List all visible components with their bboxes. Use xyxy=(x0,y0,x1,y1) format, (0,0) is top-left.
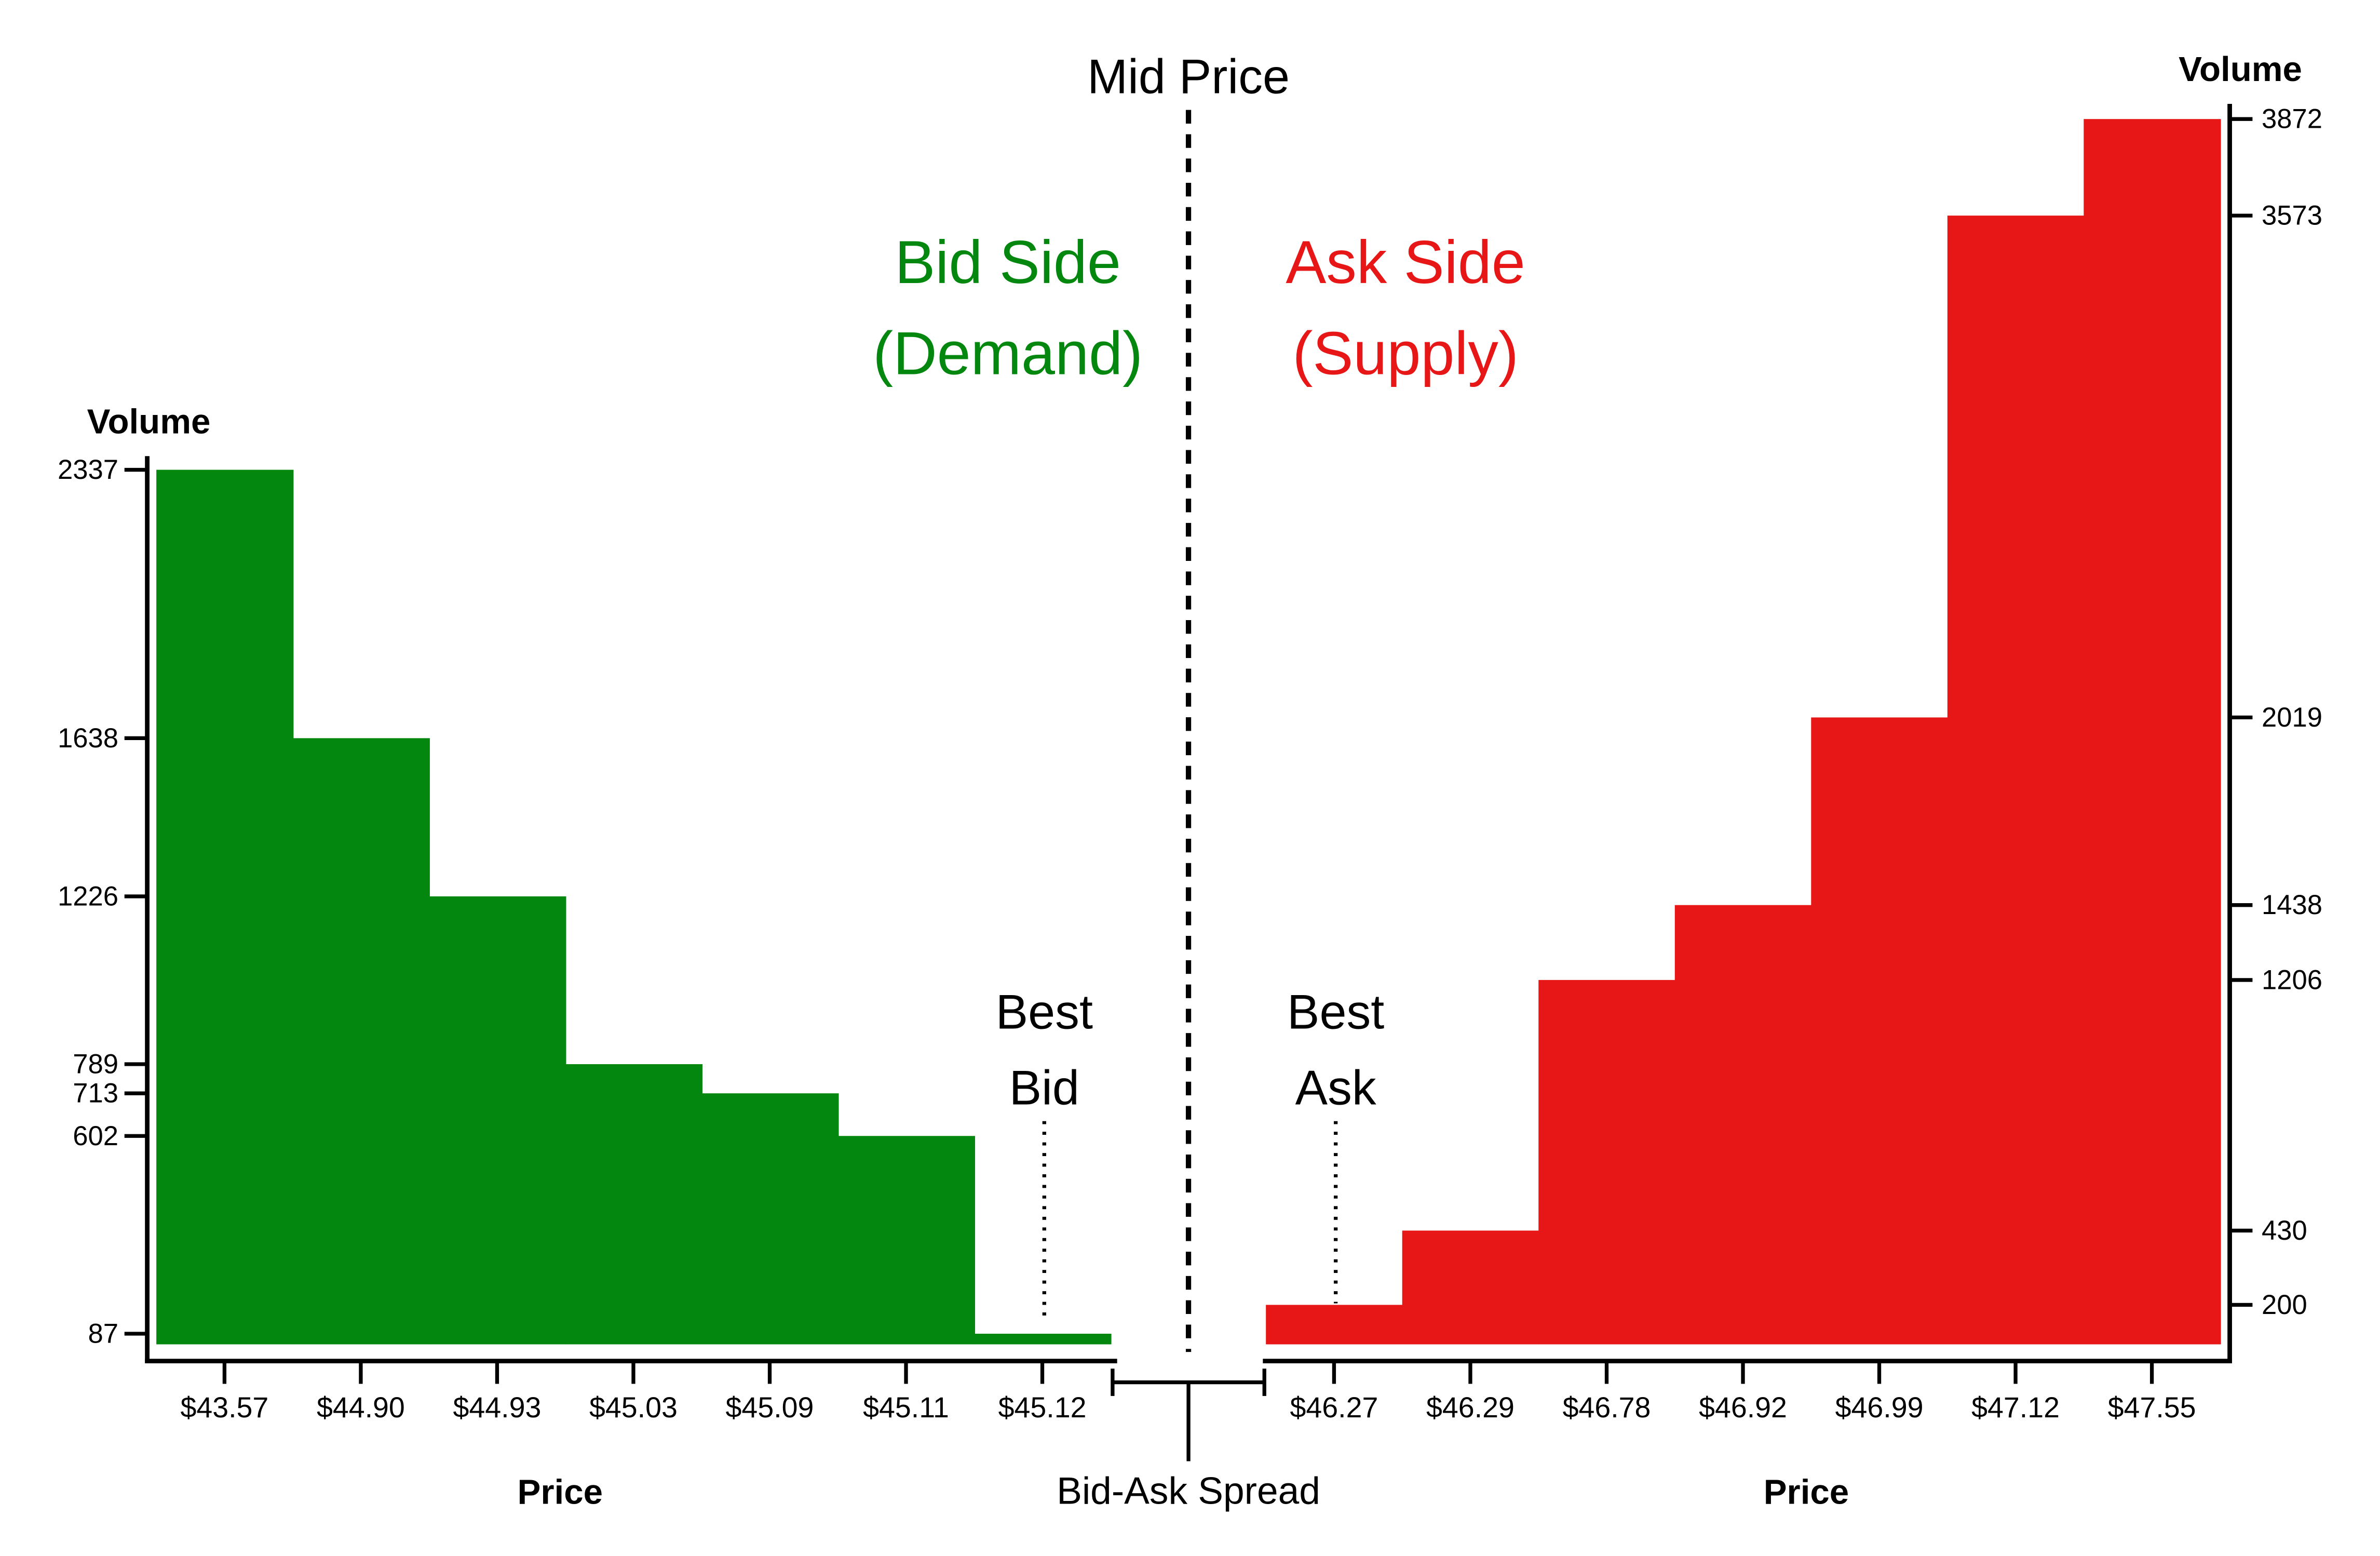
ask-bar xyxy=(1266,1305,1403,1345)
ask-y-axis-title: Volume xyxy=(2179,50,2302,89)
ask-x-ticks: $46.27 $46.29 $46.78 $46.92 $46.99 $47.12 $47.… xyxy=(1290,1361,2196,1424)
ask-bar xyxy=(2084,119,2221,1345)
ask-x-tick-label: $46.92 xyxy=(1699,1391,1787,1424)
ask-x-tick-label: $46.29 xyxy=(1426,1391,1514,1424)
best-ask-label-line2: Ask xyxy=(1295,1061,1376,1115)
ask-bar xyxy=(1674,905,1813,1345)
ask-x-tick-label: $47.55 xyxy=(2108,1391,2196,1424)
ask-bar xyxy=(1538,980,1676,1345)
ask-x-tick-label: $46.27 xyxy=(1290,1391,1378,1424)
ask-x-tick-label: $46.78 xyxy=(1563,1391,1651,1424)
bid-y-axis-title: Volume xyxy=(87,402,211,441)
bid-x-tick-label: $45.09 xyxy=(726,1391,814,1424)
ask-bar xyxy=(1947,216,2085,1345)
ask-bar xyxy=(1811,717,1949,1345)
ask-y-tick-label: 200 xyxy=(2262,1290,2307,1320)
bid-x-tick-label: $44.93 xyxy=(453,1391,542,1424)
bid-x-tick-label: $45.12 xyxy=(998,1391,1087,1424)
bid-y-tick-label: 87 xyxy=(88,1319,118,1349)
ask-side-subtitle: (Supply) xyxy=(1292,319,1518,387)
best-ask-label-line1: Best xyxy=(1287,984,1384,1039)
bid-bar xyxy=(156,470,294,1345)
ask-y-tick-label: 2019 xyxy=(2262,702,2322,733)
bid-side-subtitle: (Demand) xyxy=(873,319,1143,387)
ask-y-tick-label: 1438 xyxy=(2262,890,2322,920)
best-bid-label-line2: Bid xyxy=(1009,1061,1079,1115)
spread-bracket xyxy=(1111,1369,1266,1461)
bid-bar xyxy=(292,738,430,1345)
bid-bar xyxy=(429,896,566,1345)
bid-y-tick-label: 2337 xyxy=(58,454,118,485)
bid-x-ticks: $43.57 $44.90 $44.93 $45.03 $45.09 $45.11 $45.… xyxy=(180,1361,1086,1424)
ask-y-tick-label: 430 xyxy=(2262,1215,2307,1246)
bid-x-tick-label: $45.03 xyxy=(589,1391,678,1424)
ask-y-tick-label: 3872 xyxy=(2262,104,2322,135)
bid-bars xyxy=(156,470,1112,1345)
bid-x-tick-label: $43.57 xyxy=(180,1391,268,1424)
bid-bar xyxy=(974,1333,1112,1345)
best-bid-label-line1: Best xyxy=(996,984,1093,1039)
axes xyxy=(145,103,2232,1363)
bid-side-title: Bid Side xyxy=(895,228,1121,296)
bid-y-tick-label: 602 xyxy=(73,1121,118,1151)
bid-y-tick-label: 713 xyxy=(73,1078,118,1109)
bid-y-tick-label: 1226 xyxy=(58,881,118,911)
bid-bar xyxy=(837,1136,976,1345)
bid-y-tick-label: 789 xyxy=(73,1049,118,1080)
ask-y-tick-label: 1206 xyxy=(2262,964,2322,995)
mid-price-label: Mid Price xyxy=(1087,49,1290,104)
ask-bars xyxy=(1266,119,2221,1345)
ask-x-tick-label: $46.99 xyxy=(1835,1391,1924,1424)
bid-bar xyxy=(701,1093,839,1345)
ask-x-axis-title: Price xyxy=(1764,1472,1849,1511)
bid-y-tick-label: 1638 xyxy=(58,723,118,754)
spread-label: Bid-Ask Spread xyxy=(1057,1470,1320,1512)
bid-bar xyxy=(565,1064,702,1345)
bid-x-tick-label: $44.90 xyxy=(317,1391,405,1424)
bid-x-axis-title: Price xyxy=(518,1472,603,1511)
ask-side-title: Ask Side xyxy=(1286,228,1525,296)
ask-y-ticks: 3872 3573 2019 1438 1206 430 200 xyxy=(2229,104,2322,1320)
bid-x-tick-label: $45.11 xyxy=(863,1391,949,1424)
ask-bar xyxy=(1402,1230,1539,1345)
ask-y-tick-label: 3573 xyxy=(2262,200,2322,231)
ask-x-tick-label: $47.12 xyxy=(1971,1391,2060,1424)
